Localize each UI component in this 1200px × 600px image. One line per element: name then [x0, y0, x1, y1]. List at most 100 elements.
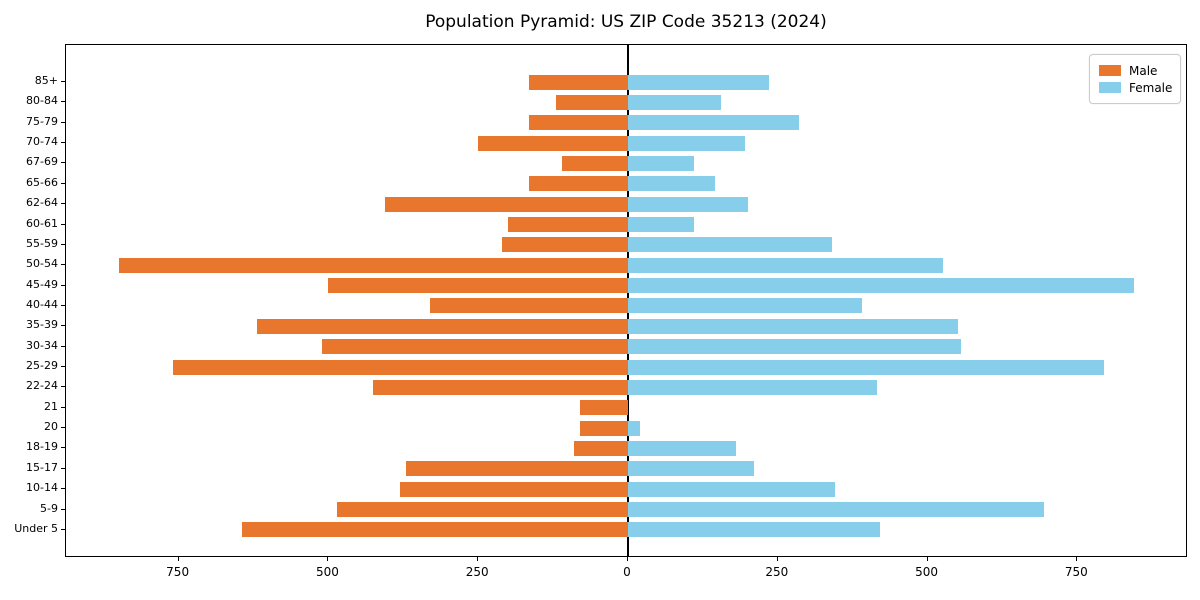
female-bar-5-9 [628, 502, 1045, 518]
male-bar-under-5 [241, 522, 628, 538]
x-tick-mark [776, 557, 778, 561]
female-bar-60-61 [628, 217, 694, 233]
female-bar-62-64 [628, 196, 748, 212]
male-series-swatch-icon [1099, 65, 1121, 76]
x-tick-mark [1076, 557, 1078, 561]
legend: Male Female [1089, 54, 1181, 104]
y-tick-label-62-64: 62-64 [26, 196, 58, 210]
x-tick-label-750: 750 [166, 565, 190, 579]
y-tick-label-80-84: 80-84 [26, 94, 58, 108]
y-tick-label-5-9: 5-9 [40, 501, 58, 515]
female-bar-70-74 [628, 135, 745, 151]
y-tick-label-15-17: 15-17 [26, 460, 58, 474]
male-bar-30-34 [322, 339, 628, 355]
y-tick-mark [61, 243, 65, 245]
y-tick-label-60-61: 60-61 [26, 216, 58, 230]
male-bar-18-19 [574, 440, 628, 456]
legend-entry-male: Male [1099, 62, 1170, 79]
x-tick-label-500: 500 [915, 565, 939, 579]
male-bar-67-69 [562, 155, 628, 171]
female-bar-15-17 [628, 461, 754, 477]
y-tick-mark [61, 264, 65, 266]
plot-area [65, 44, 1187, 557]
male-bar-5-9 [337, 502, 628, 518]
female-bar-50-54 [628, 257, 943, 273]
y-tick-mark [61, 488, 65, 490]
legend-entry-female: Female [1099, 79, 1173, 96]
x-tick-label-0: 0 [623, 565, 631, 579]
y-tick-mark [61, 467, 65, 469]
y-tick-mark [61, 223, 65, 225]
male-bar-75-79 [529, 115, 628, 131]
female-bar-18-19 [628, 440, 736, 456]
female-bar-85+ [628, 74, 769, 90]
x-tick-label-250: 250 [765, 565, 789, 579]
female-bar-67-69 [628, 155, 694, 171]
y-tick-label-67-69: 67-69 [26, 155, 58, 169]
male-bar-50-54 [118, 257, 628, 273]
legend-male-label: Male [1129, 63, 1158, 78]
male-bar-85+ [529, 74, 628, 90]
zero-axis-line [627, 45, 629, 556]
y-tick-mark [61, 427, 65, 429]
y-tick-mark [61, 345, 65, 347]
x-tick-mark [177, 557, 179, 561]
y-tick-mark [61, 508, 65, 510]
y-tick-label-85+: 85+ [34, 74, 58, 87]
female-bar-22-24 [628, 379, 877, 395]
x-tick-mark [327, 557, 329, 561]
y-tick-label-22-24: 22-24 [26, 379, 58, 393]
y-tick-label-18-19: 18-19 [26, 440, 58, 454]
y-tick-label-45-49: 45-49 [26, 277, 58, 291]
female-bar-65-66 [628, 176, 715, 192]
female-bar-30-34 [628, 339, 961, 355]
y-tick-mark [61, 182, 65, 184]
y-tick-mark [61, 121, 65, 123]
x-tick-label-750: 750 [1064, 565, 1088, 579]
female-bar-under-5 [628, 522, 880, 538]
legend-female-label: Female [1129, 80, 1173, 95]
y-tick-label-70-74: 70-74 [26, 135, 58, 149]
y-tick-label-35-39: 35-39 [26, 318, 58, 332]
y-tick-mark [61, 406, 65, 408]
y-tick-mark [61, 142, 65, 144]
male-bar-60-61 [508, 217, 628, 233]
female-bar-75-79 [628, 115, 799, 131]
male-bar-25-29 [172, 359, 628, 375]
female-bar-80-84 [628, 94, 721, 110]
y-tick-label-under-5: Under 5 [14, 521, 58, 535]
y-tick-label-21: 21 [44, 399, 58, 413]
male-bar-45-49 [328, 278, 628, 294]
x-tick-label-500: 500 [315, 565, 339, 579]
y-tick-mark [61, 284, 65, 286]
male-bar-70-74 [478, 135, 628, 151]
y-tick-label-65-66: 65-66 [26, 175, 58, 189]
male-bar-20 [580, 420, 628, 436]
y-tick-mark [61, 325, 65, 327]
x-tick-label-250: 250 [465, 565, 489, 579]
male-bar-62-64 [385, 196, 628, 212]
y-tick-mark [61, 304, 65, 306]
y-tick-label-20: 20 [44, 420, 58, 434]
x-tick-mark [627, 557, 628, 561]
y-tick-mark [61, 528, 65, 530]
female-bar-40-44 [628, 298, 862, 314]
female-bar-20 [628, 420, 640, 436]
y-tick-label-25-29: 25-29 [26, 359, 58, 373]
female-bar-10-14 [628, 481, 835, 497]
male-bar-35-39 [256, 318, 628, 334]
y-tick-mark [61, 101, 65, 103]
male-bar-65-66 [529, 176, 628, 192]
y-tick-mark [61, 386, 65, 388]
male-bar-21 [580, 400, 628, 416]
x-tick-mark [926, 557, 928, 561]
male-bar-15-17 [406, 461, 628, 477]
y-tick-label-55-59: 55-59 [26, 236, 58, 250]
female-bar-55-59 [628, 237, 832, 253]
y-tick-label-75-79: 75-79 [26, 114, 58, 128]
male-bar-55-59 [502, 237, 628, 253]
y-tick-mark [61, 81, 65, 82]
male-bar-40-44 [430, 298, 628, 314]
chart-title: Population Pyramid: US ZIP Code 35213 (2… [425, 12, 827, 32]
